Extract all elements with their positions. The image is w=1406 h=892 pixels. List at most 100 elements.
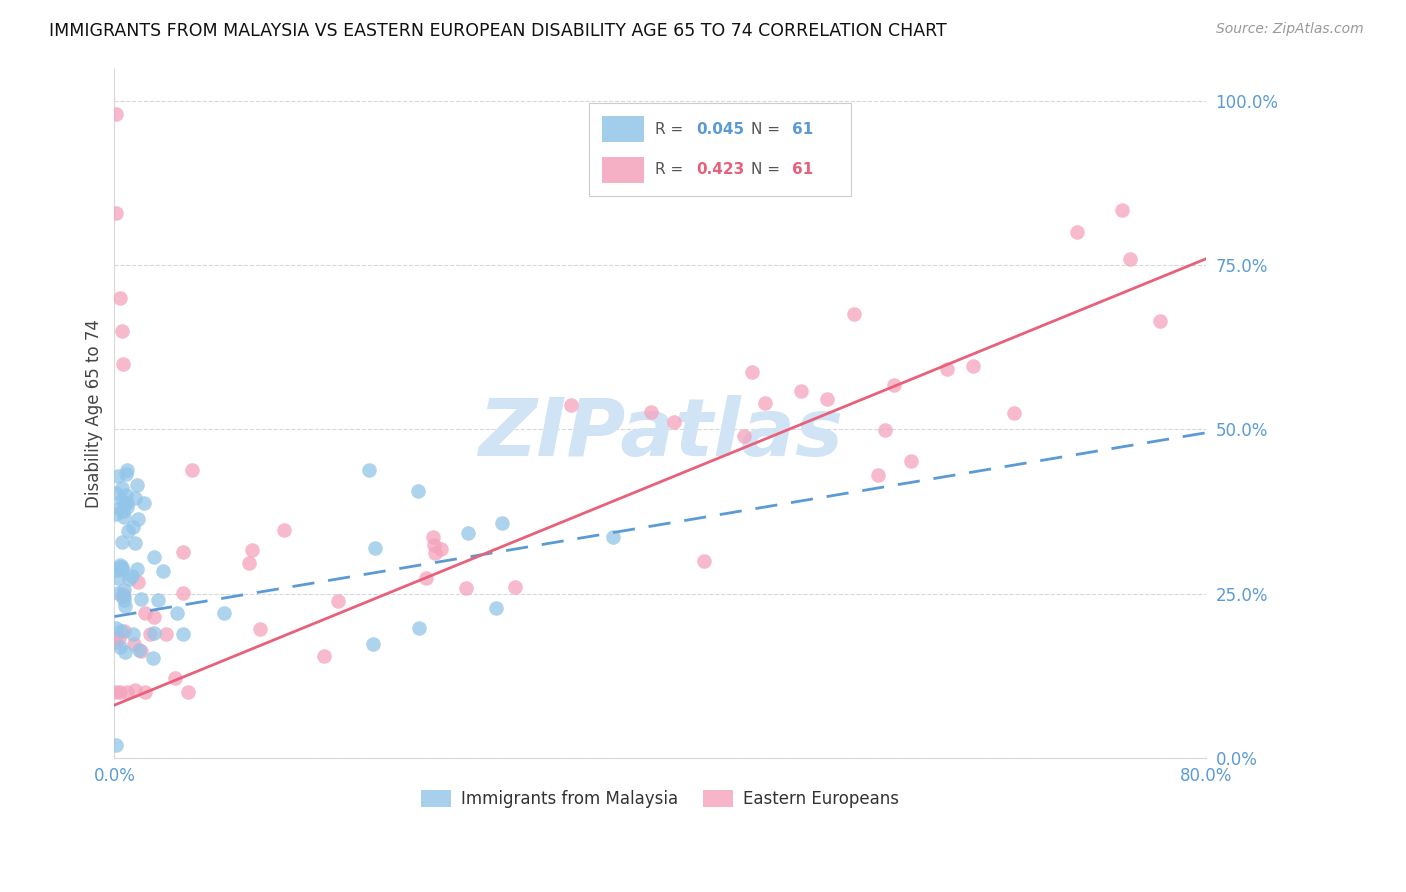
Point [127, 478, 149, 492]
Point [962, 359, 984, 374]
Point [111, 589, 134, 603]
Point [114, 645, 136, 659]
Point [111, 562, 134, 576]
Text: 61: 61 [792, 162, 814, 178]
Point [165, 671, 187, 685]
Point [112, 582, 135, 597]
Point [134, 685, 156, 699]
Point [112, 357, 135, 371]
Point [142, 651, 165, 665]
Point [359, 463, 381, 477]
Point [425, 546, 447, 560]
Point [754, 396, 776, 410]
Point [873, 423, 896, 437]
FancyBboxPatch shape [589, 103, 851, 196]
Point [900, 454, 922, 468]
Point [117, 524, 139, 538]
Point [143, 610, 166, 624]
Point [115, 685, 138, 699]
Text: ZIPatlas: ZIPatlas [478, 395, 842, 473]
Point [238, 556, 260, 570]
Point [172, 544, 194, 558]
Point [112, 503, 135, 517]
Point [108, 631, 131, 645]
Point [503, 580, 526, 594]
Point [111, 535, 134, 549]
Point [111, 324, 134, 338]
Point [107, 571, 129, 585]
Point [112, 590, 135, 604]
Point [122, 637, 145, 651]
Point [273, 523, 295, 537]
Text: R =: R = [655, 162, 688, 178]
Point [129, 592, 152, 607]
Point [112, 587, 135, 601]
Point [815, 392, 838, 406]
Point [166, 606, 188, 620]
Point [108, 640, 131, 654]
Point [406, 484, 429, 499]
Point [114, 510, 136, 524]
Point [134, 606, 156, 620]
Point [491, 516, 513, 530]
Text: Source: ZipAtlas.com: Source: ZipAtlas.com [1216, 22, 1364, 37]
Bar [602, 116, 644, 142]
Point [108, 560, 131, 574]
Point [129, 643, 152, 657]
Point [363, 541, 385, 556]
Point [104, 685, 127, 699]
Point [114, 599, 136, 613]
Point [790, 384, 813, 398]
Point [733, 429, 755, 443]
Bar [602, 157, 644, 183]
Y-axis label: Disability Age 65 to 74: Disability Age 65 to 74 [86, 318, 103, 508]
Point [111, 481, 134, 495]
Point [128, 642, 150, 657]
Legend: Immigrants from Malaysia, Eastern Europeans: Immigrants from Malaysia, Eastern Europe… [415, 783, 905, 814]
Point [104, 635, 127, 649]
Point [415, 572, 437, 586]
Point [408, 621, 430, 635]
Point [124, 491, 146, 506]
Point [602, 530, 624, 544]
Point [454, 581, 477, 595]
Point [127, 512, 149, 526]
Point [422, 530, 444, 544]
Point [430, 541, 453, 556]
Point [104, 738, 127, 752]
Point [312, 649, 335, 664]
Point [110, 685, 132, 699]
Point [104, 486, 127, 500]
Text: N =: N = [751, 162, 785, 178]
Point [177, 685, 200, 699]
Point [124, 683, 146, 698]
Point [148, 593, 170, 607]
Point [212, 606, 235, 620]
Point [1149, 314, 1171, 328]
Point [560, 399, 582, 413]
Point [692, 554, 714, 568]
Text: 0.423: 0.423 [696, 162, 744, 178]
Point [741, 365, 763, 379]
Point [139, 627, 162, 641]
Point [883, 378, 905, 392]
Point [172, 586, 194, 600]
Text: 61: 61 [792, 121, 814, 136]
Point [110, 493, 132, 508]
Point [108, 291, 131, 305]
Text: R =: R = [655, 121, 688, 136]
Point [142, 549, 165, 564]
Point [111, 559, 134, 574]
Point [1111, 203, 1133, 218]
Point [115, 500, 138, 514]
Point [1066, 225, 1088, 239]
Point [117, 496, 139, 510]
Point [935, 362, 957, 376]
Point [125, 562, 148, 576]
Point [155, 626, 177, 640]
Point [122, 627, 145, 641]
Point [118, 572, 141, 586]
Point [112, 592, 135, 607]
Point [249, 623, 271, 637]
Text: 0.045: 0.045 [696, 121, 744, 136]
